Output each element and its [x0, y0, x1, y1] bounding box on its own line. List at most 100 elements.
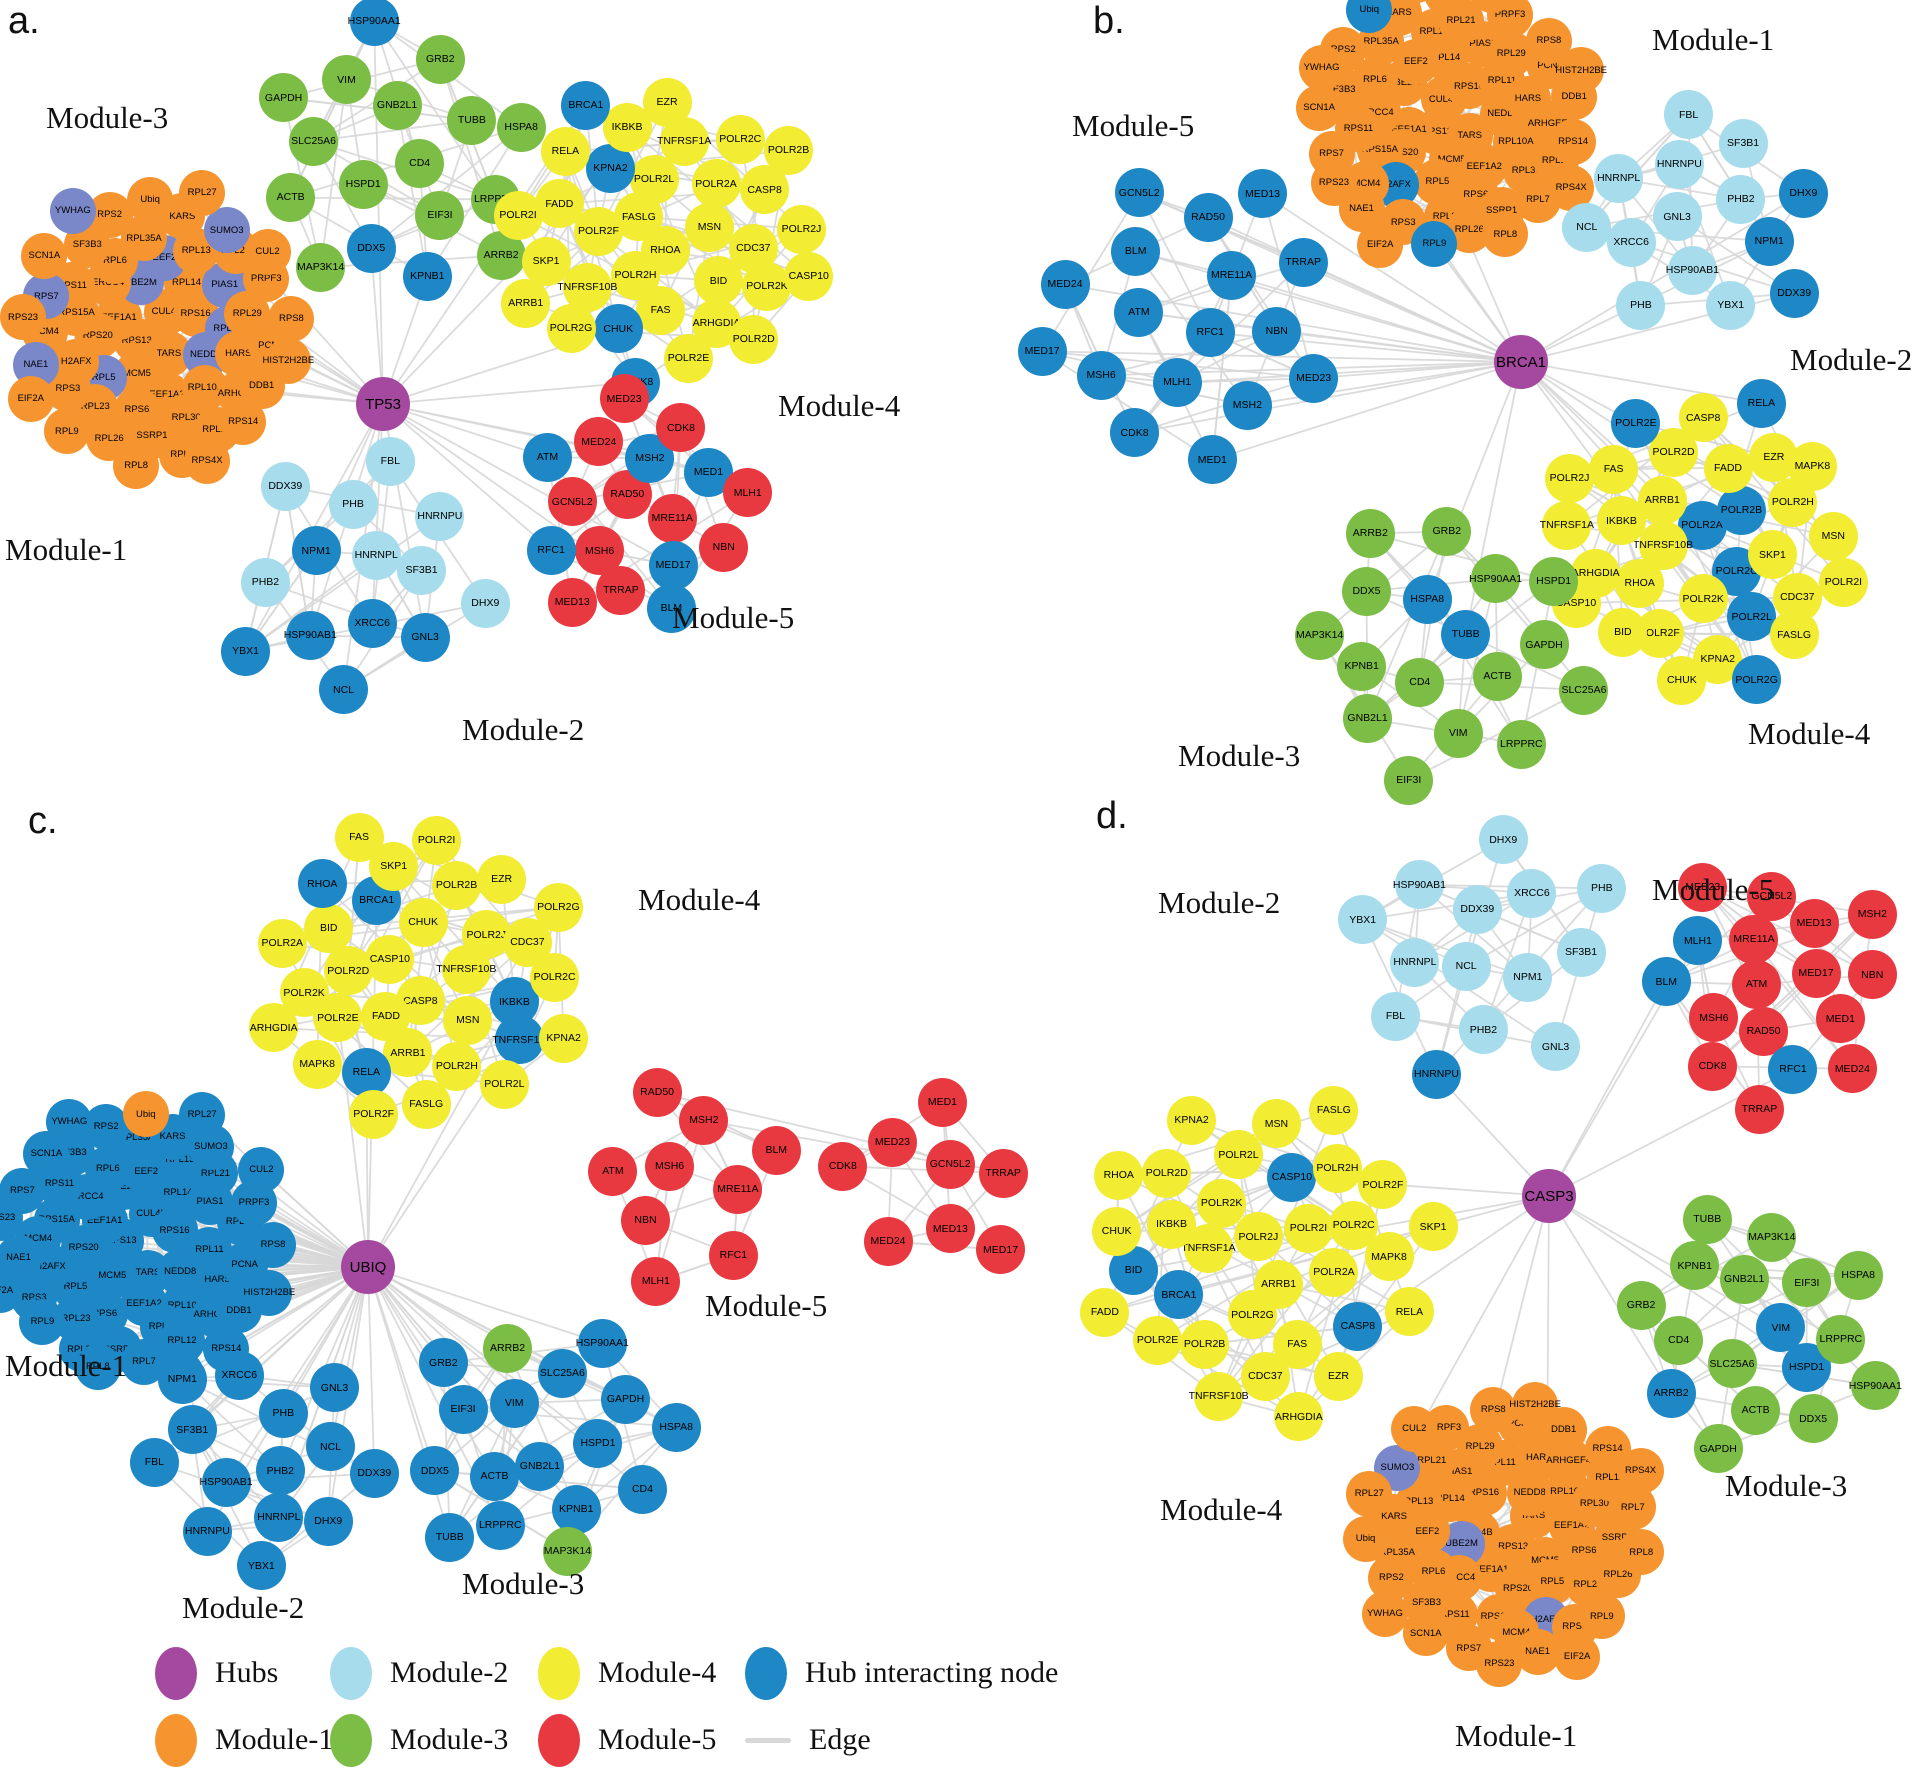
node-RFC1: RFC1	[526, 525, 576, 575]
node-KPNA2: KPNA2	[539, 1014, 589, 1064]
node-MLH1: MLH1	[1673, 916, 1723, 966]
node-POLR2I: POLR2I	[493, 190, 543, 240]
node-HSP90AB1: HSP90AB1	[199, 1457, 253, 1507]
node-MED23: MED23	[1678, 862, 1728, 912]
node-POLR2D: POLR2D	[1142, 1148, 1192, 1198]
module-label-d-module-1: Module-1	[1455, 1718, 1578, 1753]
node-POLR2L: POLR2L	[1213, 1130, 1263, 1180]
edge	[393, 865, 516, 1003]
node-MED23: MED23	[1289, 353, 1339, 403]
node-CHUK: CHUK	[593, 304, 643, 354]
node-NCL: NCL	[306, 1422, 356, 1472]
node-SKP1: SKP1	[521, 236, 571, 286]
edge	[1370, 532, 1554, 583]
node-RPS23: RPS23	[1310, 159, 1357, 206]
node-MSH6: MSH6	[645, 1142, 695, 1192]
node-DHX9: DHX9	[1478, 815, 1528, 865]
node-RHOA: RHOA	[297, 859, 347, 909]
node-RPL9: RPL9	[43, 408, 90, 455]
node-Ubiq: Ubiq	[127, 177, 174, 224]
node-POLR2H: POLR2H	[432, 1041, 482, 1091]
legend-item-module2: Module-2	[330, 1645, 508, 1701]
node-POLR2L: POLR2L	[629, 155, 679, 204]
node-MAP3K14: MAP3K14	[1295, 610, 1345, 660]
node-RPL9: RPL9	[19, 1298, 66, 1345]
node-SCN1A: SCN1A	[21, 232, 68, 279]
node-SF3B1: SF3B1	[1718, 119, 1768, 169]
node-DDX5: DDX5	[1788, 1394, 1838, 1444]
node-RPS4X: RPS4X	[184, 438, 231, 485]
node-TNFRSF1A: TNFRSF1A	[1540, 500, 1594, 550]
node-MED13: MED13	[1789, 898, 1839, 948]
legend-label: Hub interacting node	[805, 1656, 1059, 1689]
node-SF3B1: SF3B1	[167, 1405, 217, 1455]
node-PHB2: PHB2	[255, 1446, 305, 1496]
node-GNB2L1: GNB2L1	[1343, 694, 1393, 744]
edge	[1366, 531, 1448, 719]
node-CHUK: CHUK	[1657, 656, 1707, 706]
node-MED1: MED1	[1187, 435, 1237, 485]
node-EIF2A: EIF2A	[1554, 1633, 1601, 1680]
node-VIM: VIM	[1433, 708, 1483, 758]
edge	[1261, 193, 1315, 379]
edge	[1701, 525, 1758, 681]
node-MED24: MED24	[863, 1216, 913, 1266]
edge	[1212, 361, 1522, 461]
node-ATM: ATM	[1732, 960, 1782, 1010]
module-label-d-module-4: Module-4	[1160, 1492, 1283, 1527]
module-label-a-module-2: Module-2	[462, 712, 585, 747]
node-EZR: EZR	[477, 854, 527, 904]
node-EIF2A: EIF2A	[1357, 221, 1404, 268]
node-ARRB1: ARRB1	[1637, 475, 1687, 525]
node-HSP90AA1: HSP90AA1	[348, 0, 401, 46]
node-POLR2K: POLR2K	[1678, 574, 1728, 624]
node-HSP90AA1: HSP90AA1	[1849, 1361, 1902, 1411]
node-PHB2: PHB2	[240, 558, 290, 608]
edge	[367, 1266, 515, 1404]
node-YBX1: YBX1	[221, 626, 271, 676]
node-MRE11A: MRE11A	[713, 1164, 763, 1214]
node-TUBB: TUBB	[425, 1512, 475, 1562]
node-RPS8: RPS8	[250, 1221, 297, 1268]
node-FASLG: FASLG	[1309, 1086, 1359, 1136]
module-label-c-module-3: Module-3	[462, 1566, 585, 1601]
node-HNRNPU: HNRNPU	[1412, 1050, 1462, 1100]
node-MED13: MED13	[925, 1204, 975, 1254]
legend-item-edge: Edge	[745, 1712, 871, 1768]
legend-item-hubs: Hubs	[155, 1645, 278, 1701]
edge	[1100, 330, 1277, 377]
node-POLR2G: POLR2G	[546, 304, 596, 354]
node-MED13: MED13	[1238, 169, 1288, 219]
node-IKBKB: IKBKB	[1147, 1199, 1197, 1249]
legend-item-module1: Module-1	[155, 1712, 333, 1768]
node-MED1: MED1	[1815, 994, 1865, 1044]
node-EIF3I: EIF3I	[1384, 755, 1434, 805]
node-NBN: NBN	[699, 522, 749, 572]
node-RPL27: RPL27	[179, 169, 226, 216]
node-TRRAP: TRRAP	[1734, 1085, 1784, 1135]
node-ACTB: ACTB	[1731, 1385, 1781, 1435]
node-YBX1: YBX1	[236, 1541, 286, 1591]
edge	[319, 79, 348, 268]
node-DDB1: DDB1	[1540, 1406, 1587, 1453]
node-GCN5L2: GCN5L2	[1747, 871, 1797, 921]
edge	[367, 1266, 376, 1474]
node-MED17: MED17	[976, 1225, 1026, 1275]
node-ACTB: ACTB	[470, 1451, 520, 1501]
edge	[1247, 361, 1522, 407]
node-BRCA1: BRCA1	[561, 80, 611, 130]
node-POLR2A: POLR2A	[691, 159, 741, 209]
node-FAS: FAS	[334, 813, 384, 863]
node-DDX5: DDX5	[410, 1446, 460, 1496]
edge	[1548, 1195, 1672, 1394]
edge-line-swatch	[745, 1737, 791, 1743]
node-FADD: FADD	[534, 179, 584, 229]
module-label-a-module-4: Module-4	[778, 388, 901, 423]
edge	[382, 403, 674, 567]
edge	[313, 119, 472, 143]
module-label-b-module-4: Module-4	[1748, 716, 1871, 751]
node-ATM: ATM	[1114, 287, 1164, 337]
module-label-b-module-5: Module-5	[1072, 108, 1195, 143]
node-MED23: MED23	[599, 374, 649, 424]
node-DDX39: DDX39	[349, 1448, 399, 1498]
